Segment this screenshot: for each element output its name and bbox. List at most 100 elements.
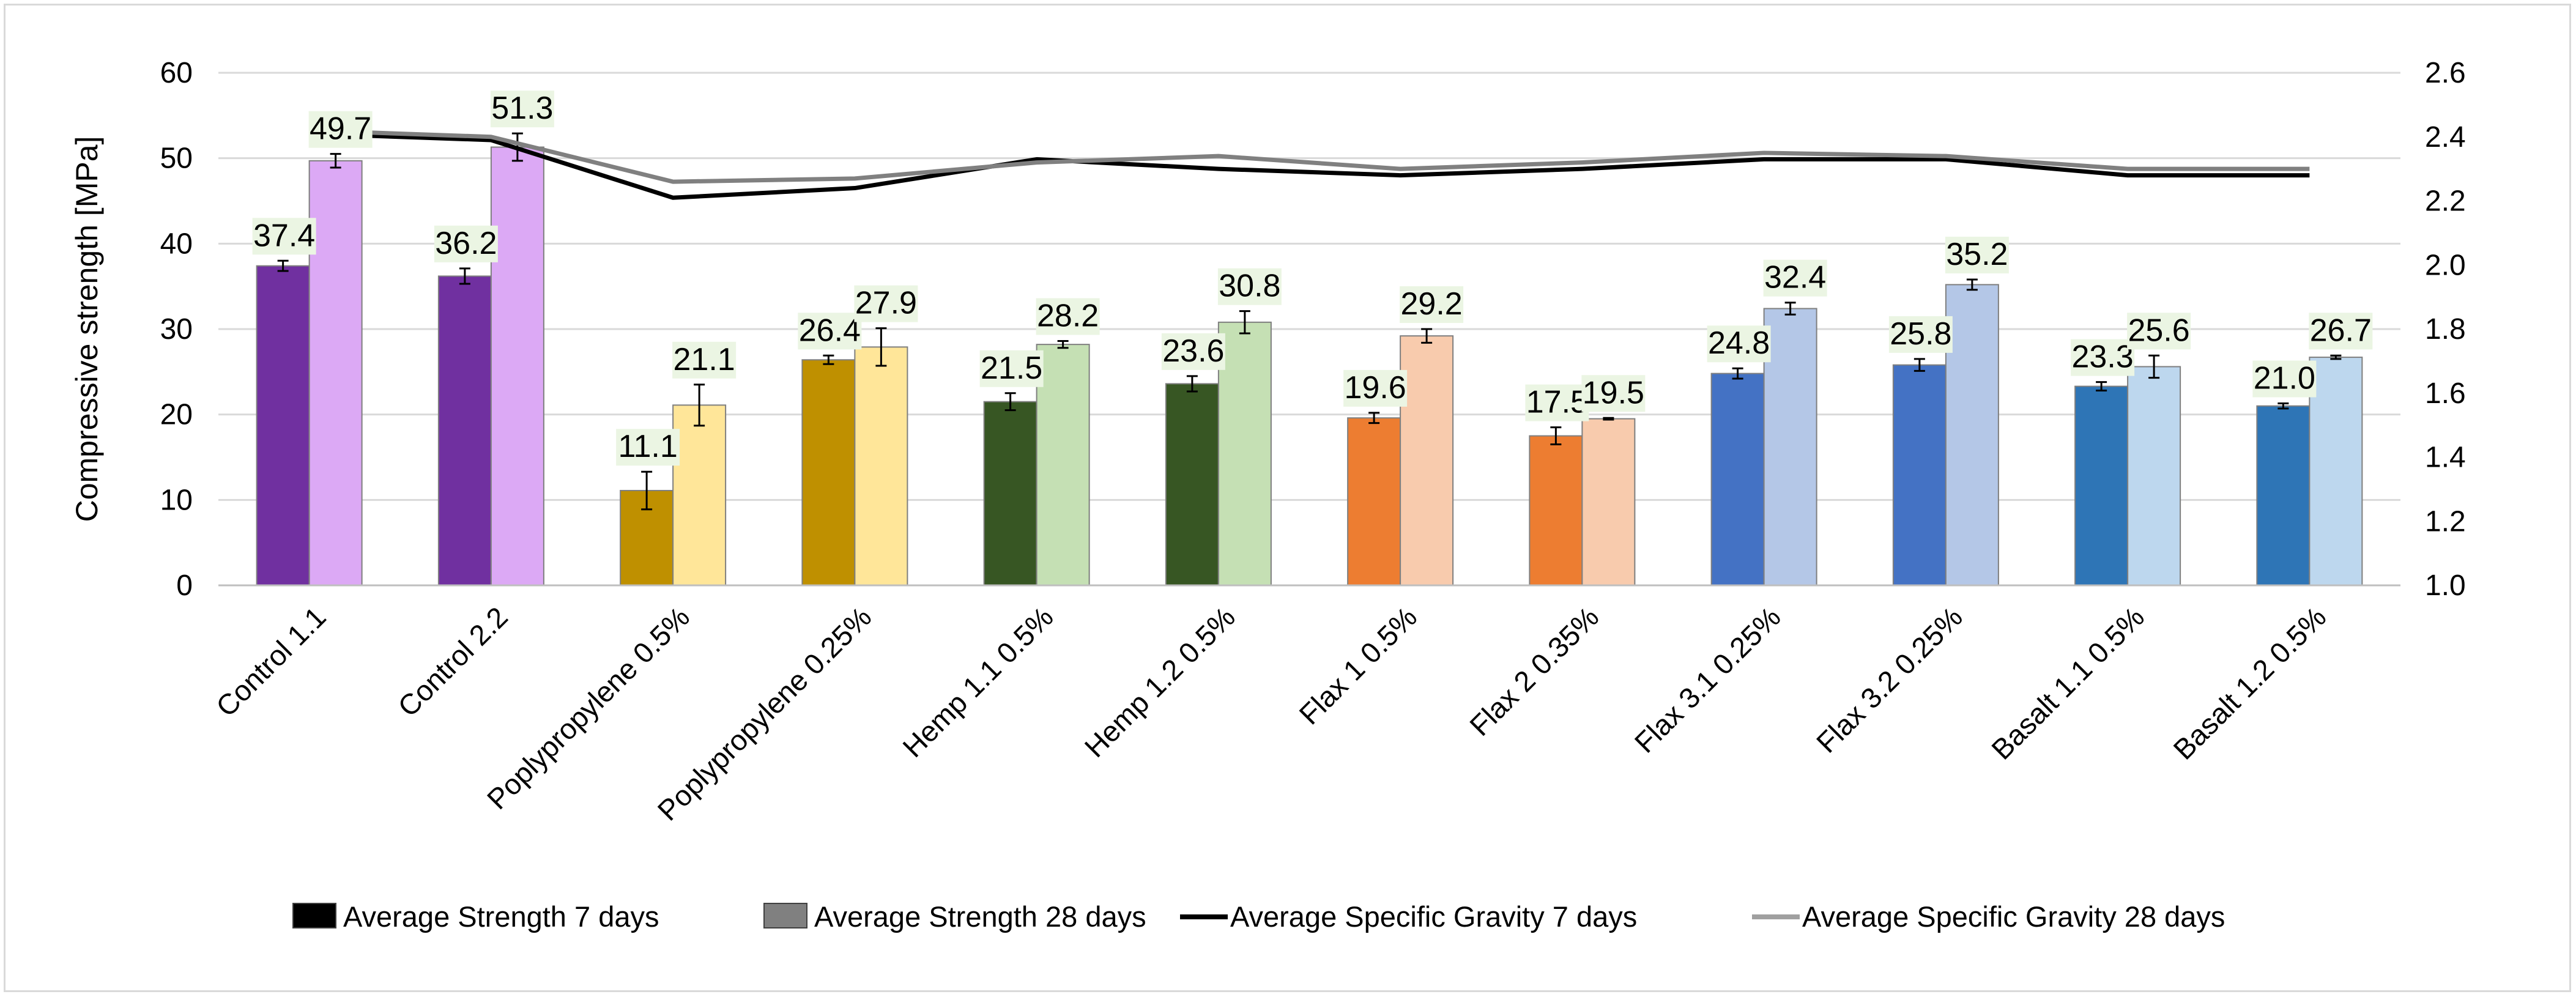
- x-category-label: Basalt 1.1 0.5%: [1985, 601, 2150, 766]
- specific-gravity-lines: [309, 128, 2310, 200]
- bar: [1529, 435, 1583, 586]
- x-category-label: Basalt 1.2 0.5%: [2167, 601, 2332, 766]
- y2-tick-label: 2.0: [2425, 249, 2466, 281]
- y-tick-label: 50: [160, 143, 193, 175]
- x-category-label: Control 2.2: [392, 601, 514, 723]
- bar: [1710, 372, 1765, 586]
- data-label: 30.8: [1219, 269, 1280, 304]
- bar: [256, 265, 310, 586]
- legend-swatch: [292, 903, 336, 928]
- data-label-box: [308, 111, 373, 148]
- data-label: 25.8: [1890, 316, 1951, 352]
- gridlines: [218, 72, 2400, 501]
- bar: [1347, 417, 1401, 587]
- error-bars: [277, 132, 2342, 511]
- data-label: 35.2: [1946, 237, 2008, 272]
- bar: [1945, 284, 1999, 586]
- bar: [490, 146, 544, 586]
- legend-label: Average Strength 7 days: [343, 900, 659, 933]
- data-label-box: [1161, 333, 1225, 370]
- legend[interactable]: Average Strength 7 days Average Strength …: [292, 900, 2225, 933]
- data-label: 26.4: [799, 313, 861, 348]
- bar: [2309, 357, 2363, 587]
- data-label-box: [2252, 360, 2317, 398]
- chart-frame: 37.4 36.2 11.1 26.4 21.5 23.6 19.6 17.5 24.8 25.8…: [4, 4, 2571, 992]
- data-label-box: [1763, 259, 1827, 297]
- x-category-label: Poplypropylene 0.25%: [651, 601, 877, 827]
- data-label: 27.9: [855, 286, 917, 321]
- bar: [854, 346, 908, 587]
- data-label: 36.2: [435, 226, 497, 261]
- bar: [1400, 335, 1454, 586]
- bar: [1763, 308, 1817, 586]
- x-category-label: Poplypropylene 0.5%: [481, 601, 696, 816]
- x-category-label: Flax 1 0.5%: [1293, 601, 1423, 731]
- x-category-label: Control 1.1: [210, 601, 332, 723]
- data-label-box: [979, 350, 1044, 387]
- data-label-box: [2127, 313, 2191, 350]
- data-label: 49.7: [310, 111, 371, 147]
- data-label: 19.6: [1345, 370, 1406, 406]
- data-label-box: [1217, 268, 1282, 305]
- x-category-label: Flax 2 0.35%: [1463, 601, 1605, 742]
- y-tick-label: 30: [160, 313, 193, 346]
- bar: [672, 404, 727, 586]
- bar: [2256, 405, 2311, 586]
- y2-tick-label: 1.8: [2425, 313, 2466, 346]
- legend-swatch: [763, 903, 807, 928]
- legend-label: Average Specific Gravity 28 days: [1802, 900, 2225, 933]
- data-label: 24.8: [1708, 325, 1770, 361]
- bar: [437, 275, 492, 586]
- x-category-label: Flax 3.1 0.25%: [1628, 601, 1787, 759]
- data-label-box: [434, 225, 498, 262]
- x-category-label: Hemp 1.1 0.5%: [896, 601, 1060, 764]
- data-label: 26.7: [2310, 313, 2372, 348]
- data-label-box: [1888, 316, 1953, 353]
- data-label-box: [1581, 375, 1646, 412]
- bar: [801, 359, 856, 587]
- legend-label: Average Specific Gravity 7 days: [1230, 900, 1637, 933]
- data-label: 51.3: [491, 91, 553, 126]
- data-label: 23.3: [2072, 339, 2134, 375]
- bar: [1036, 344, 1090, 586]
- data-label-box: [1525, 384, 1589, 421]
- data-label-box: [2071, 339, 2135, 376]
- line-series: [309, 128, 2310, 184]
- data-label-box: [1945, 236, 2009, 273]
- data-label: 29.2: [1401, 286, 1463, 322]
- legend-label: Average Strength 28 days: [814, 900, 1146, 933]
- line-series: [309, 132, 2310, 200]
- bar: [1581, 418, 1636, 587]
- y2-tick-label: 1.4: [2425, 442, 2466, 474]
- y2-tick-label: 2.2: [2425, 185, 2466, 218]
- bar: [308, 160, 363, 586]
- data-label-box: [616, 429, 680, 466]
- bar-series: [256, 146, 2363, 587]
- data-label-box: [1343, 369, 1408, 407]
- data-label-box: [798, 313, 862, 350]
- bar: [983, 401, 1037, 586]
- data-label: 23.6: [1162, 333, 1224, 369]
- data-label: 25.6: [2128, 313, 2190, 348]
- y-tick-label: 20: [160, 399, 193, 431]
- data-label-box: [1707, 325, 1771, 363]
- data-label-box: [252, 218, 316, 255]
- bar: [1165, 383, 1219, 586]
- y-tick-label: 60: [160, 57, 193, 89]
- data-label: 28.2: [1037, 298, 1099, 334]
- y2-tick-label: 1.0: [2425, 569, 2466, 602]
- data-label: 21.1: [674, 342, 735, 377]
- y2-tick-label: 2.6: [2425, 57, 2466, 89]
- bar: [1892, 364, 1947, 586]
- y2-tick-label: 2.4: [2425, 121, 2466, 154]
- data-label-box: [854, 285, 918, 322]
- y-tick-label: 0: [176, 569, 193, 602]
- data-label: 19.5: [1583, 375, 1644, 410]
- data-label-box: [2309, 313, 2373, 350]
- bar: [2074, 385, 2129, 586]
- y-tick-label: 10: [160, 484, 193, 516]
- bar: [1217, 321, 1272, 586]
- y2-tick-label: 1.6: [2425, 377, 2466, 410]
- x-category-label: Flax 3.2 0.25%: [1810, 601, 1969, 759]
- data-label: 37.4: [253, 218, 315, 253]
